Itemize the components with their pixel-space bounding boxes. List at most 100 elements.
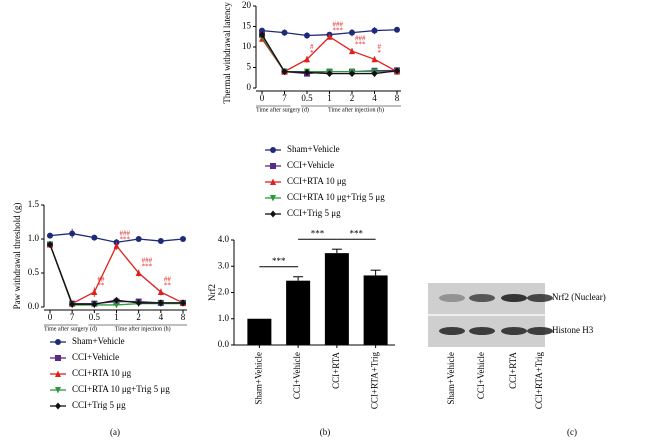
y-tick-label: 20 (242, 0, 252, 10)
x-tick-label: 1 (327, 93, 332, 103)
significance-mark: ### (120, 229, 131, 237)
comparison-label: *** (350, 228, 364, 238)
x-group-label: Time after injection (h) (328, 106, 384, 113)
legend-label: CCI+RTA 10 μg (72, 368, 132, 378)
blot-row-label: Nrf2 (Nuclear) (552, 292, 606, 302)
legend-marker (55, 387, 61, 394)
marker (157, 299, 164, 307)
legend-marker (270, 147, 276, 153)
blot-band (527, 327, 553, 335)
significance-mark: *** (142, 263, 153, 271)
comparison-label: *** (272, 256, 286, 266)
legend-label: Sham+Vehicle (72, 336, 125, 346)
x-tick-label: 7 (282, 93, 287, 103)
significance-mark: * (310, 49, 314, 57)
marker (349, 70, 355, 78)
blot-band (469, 294, 495, 302)
significance-mark: ### (333, 20, 344, 28)
legend-label: CCI+Trig 5 μg (287, 208, 341, 218)
blot-band (469, 327, 495, 335)
marker (157, 288, 164, 296)
legend-label: CCI+Trig 5 μg (72, 400, 126, 410)
marker (394, 67, 400, 75)
x-tick-label: Sham+Vehicle (253, 352, 263, 405)
x-group-label: Time after surgery (d) (44, 325, 97, 332)
y-tick-label: 0.0 (28, 301, 40, 311)
marker (371, 55, 378, 63)
y-tick-label: 0.5 (28, 267, 40, 277)
legend-label: CCI+RTA 10 μg (287, 176, 347, 186)
x-tick-label: 7 (70, 312, 75, 322)
x-tick-label: 0.5 (301, 93, 313, 103)
x-tick-label: 8 (395, 93, 400, 103)
legend-marker (55, 339, 61, 345)
bar (286, 280, 311, 345)
marker (157, 238, 164, 245)
legend-marker (55, 402, 61, 410)
significance-mark: *** (333, 26, 344, 34)
marker (326, 70, 333, 78)
marker (113, 242, 120, 249)
legend-label: CCI+Vehicle (72, 352, 119, 362)
y-axis-label: Paw withdrawal threshold (g) (12, 203, 22, 310)
panel-label: (a) (110, 427, 120, 437)
legend-label: CCI+RTA 10 μg+Trig 5 μg (72, 384, 170, 394)
marker (91, 288, 98, 296)
significance-mark: # (310, 43, 314, 51)
y-tick-label: 1.0 (218, 313, 230, 323)
y-tick-label: 3.0 (218, 260, 230, 270)
y-tick-label: 10 (242, 41, 252, 51)
series-line (49, 244, 183, 305)
x-tick-label: 2 (136, 312, 141, 322)
marker (69, 300, 76, 308)
significance-mark: ### (142, 257, 153, 265)
x-tick-label: 8 (181, 312, 186, 322)
marker (371, 70, 378, 78)
marker (113, 296, 120, 304)
marker (47, 240, 53, 248)
blot-band (439, 294, 465, 302)
y-tick-label: 5 (247, 62, 252, 72)
legend-marker (55, 370, 61, 377)
marker (326, 33, 333, 40)
blot-lane-label: Sham+Vehicle (446, 352, 456, 405)
blot-band (527, 294, 553, 302)
significance-mark: ## (97, 276, 105, 284)
marker (180, 299, 186, 307)
significance-mark: # (378, 43, 382, 51)
marker (281, 68, 288, 76)
y-tick-label: 1.5 (28, 199, 40, 209)
marker (281, 29, 288, 36)
x-tick-label: 2 (350, 93, 355, 103)
blot-lane-label: CCI+RTA (508, 352, 518, 389)
x-tick-label: 4 (372, 93, 377, 103)
y-tick-label: 15 (242, 21, 252, 31)
x-group-label: Time after injection (h) (115, 325, 171, 332)
legend-label: Sham+Vehicle (287, 144, 340, 154)
x-tick-label: CCI+RTA+Trig (370, 352, 380, 410)
marker (47, 232, 53, 239)
marker (371, 27, 378, 34)
x-group-label: Time after surgery (d) (256, 106, 309, 113)
y-tick-label: 1.0 (28, 233, 40, 243)
significance-mark: *** (355, 41, 366, 49)
y-tick-label: 0 (247, 82, 252, 92)
y-tick-label: 2.0 (218, 287, 230, 297)
x-tick-label: 0 (260, 93, 265, 103)
legend-marker (270, 210, 276, 218)
y-axis-label: Thermal withdrawal latency (s) (222, 0, 232, 104)
legend-marker (270, 195, 276, 202)
legend-marker (55, 355, 61, 361)
marker (135, 236, 142, 242)
significance-mark: ** (97, 282, 105, 290)
significance-mark: ## (164, 276, 172, 284)
significance-mark: * (378, 49, 382, 57)
marker (91, 300, 98, 308)
marker (91, 234, 98, 241)
blot-row-label: Histone H3 (552, 325, 594, 335)
x-tick-label: 0.5 (89, 312, 101, 322)
marker (135, 269, 142, 276)
marker (349, 47, 355, 55)
y-axis-label: Nrf2 (207, 284, 217, 301)
